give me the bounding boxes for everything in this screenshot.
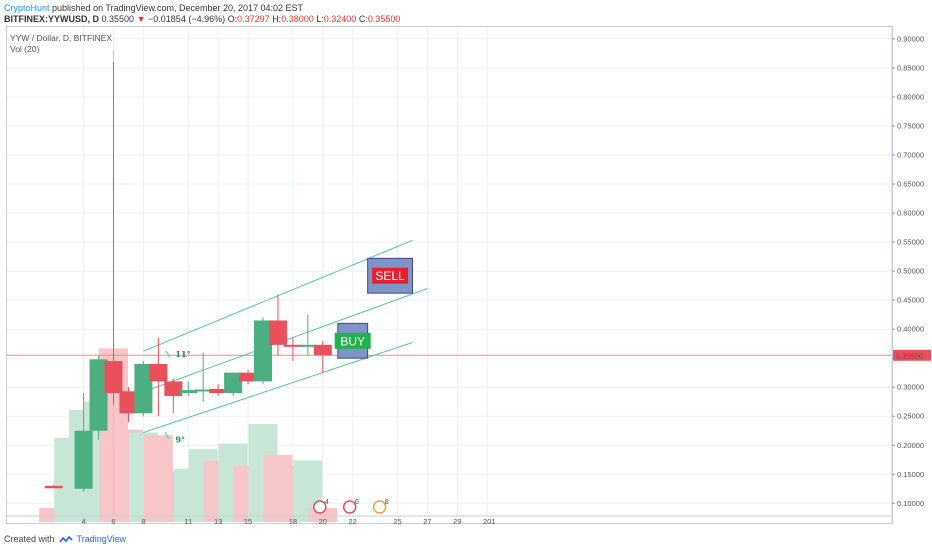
- event-marker-icon: [342, 500, 357, 514]
- event-count: 8: [385, 497, 389, 506]
- y-tick-label: 0.60000: [897, 209, 924, 218]
- candle-body: [134, 363, 153, 414]
- tradingview-logo-icon: [58, 535, 73, 542]
- y-tick-label: 0.15000: [897, 470, 924, 479]
- down-arrow-icon: ▼: [136, 14, 146, 24]
- angle-arc-lower: [164, 432, 170, 439]
- event-count: 4: [325, 497, 329, 506]
- candle-body: [209, 388, 228, 394]
- angle-arc-upper: [165, 350, 170, 358]
- x-tick-label: 20: [319, 517, 327, 526]
- buy-label: BUY: [340, 334, 365, 348]
- candle-body: [104, 361, 123, 394]
- candle-body: [179, 390, 198, 394]
- low-value: 0.32400: [323, 14, 357, 24]
- y-tick-label: 0.50000: [897, 267, 924, 276]
- y-tick-label: 0.90000: [897, 34, 924, 43]
- y-tick-label: 0.10000: [897, 499, 924, 508]
- event-count: 6: [355, 497, 359, 506]
- symbol-name: BITFINEX:YYWUSD, D: [4, 14, 100, 24]
- close-label: C:: [358, 14, 368, 24]
- price-change: −0.01854 (−4.96%): [148, 14, 226, 24]
- x-tick-label: 18: [289, 517, 297, 526]
- x-tick-label: 22: [349, 517, 357, 526]
- sell-label-bg: [372, 267, 409, 284]
- candle-body: [44, 485, 63, 489]
- x-tick-label: 6: [111, 517, 115, 526]
- y-tick-label: 0.30000: [897, 383, 924, 392]
- publish-info: CryptoHunt published on TradingView.com,…: [4, 3, 303, 13]
- y-tick-label: 0.75000: [897, 121, 924, 130]
- price-tag-bg: [893, 349, 931, 361]
- y-tick-label: 0.45000: [897, 296, 924, 305]
- x-tick-label: 8: [141, 517, 145, 526]
- x-tick-label: 15: [244, 517, 252, 526]
- x-tick-label: 13: [214, 517, 222, 526]
- last-price: 0.35500: [101, 14, 135, 24]
- legend-symbol: YYW / Dollar, D, BITFINEX: [10, 33, 113, 43]
- candle-body: [313, 344, 332, 356]
- legend-volume: Vol (20): [10, 44, 40, 54]
- high-value: 0.38000: [281, 14, 314, 24]
- y-tick-label: 0.55000: [897, 238, 924, 247]
- y-tick-label: 0.40000: [897, 325, 924, 334]
- open-value: 0.37297: [237, 14, 270, 24]
- candle-body: [149, 363, 168, 382]
- y-tick-label: 0.85000: [897, 63, 924, 72]
- candle-body: [254, 320, 272, 382]
- event-marker-icon: [372, 500, 387, 514]
- candle-body: [268, 320, 287, 345]
- x-tick-label: 27: [423, 517, 431, 526]
- published-text: published on TradingView.com, December 2…: [49, 3, 304, 13]
- buy-label-bg: [334, 332, 371, 349]
- candle-body: [298, 344, 317, 347]
- candle-body: [74, 430, 93, 489]
- candle-body: [239, 372, 258, 382]
- y-tick-label: 0.20000: [897, 441, 924, 450]
- angle-label-lower: 9°: [175, 434, 185, 444]
- candle-body: [164, 381, 183, 396]
- y-tick-label: 0.25000: [897, 412, 924, 421]
- x-tick-label: 11: [184, 517, 192, 526]
- x-tick-label: 25: [393, 517, 401, 526]
- ohlc-header: BITFINEX:YYWUSD, D 0.35500 ▼ −0.01854 (−…: [4, 14, 400, 24]
- y-tick-label: 0.65000: [897, 180, 924, 189]
- low-label: L:: [316, 14, 324, 24]
- created-with-text: Created with: [4, 534, 55, 544]
- x-tick-label: 4: [82, 517, 86, 526]
- price-tag-label: 0.35500: [896, 351, 923, 360]
- event-marker-icon: [313, 500, 327, 514]
- candle-body: [224, 372, 243, 394]
- angle-label-upper: 11°: [175, 349, 190, 359]
- x-tick-label: 29: [453, 517, 461, 526]
- author-link[interactable]: CryptoHunt: [4, 3, 50, 13]
- y-tick-label: 0.70000: [897, 151, 924, 160]
- x-tick-label: 201: [483, 517, 496, 526]
- close-value: 0.35500: [367, 14, 401, 24]
- footer: Created with TradingView: [4, 534, 126, 544]
- high-label: H:: [272, 14, 282, 24]
- candle-body: [283, 344, 302, 347]
- candle-body: [119, 391, 138, 414]
- candle-body: [89, 359, 108, 431]
- tradingview-brand[interactable]: TradingView: [76, 534, 127, 544]
- open-label: O:: [227, 14, 238, 24]
- y-tick-label: 0.80000: [897, 92, 924, 101]
- sell-label: SELL: [375, 269, 405, 283]
- chart-legend: YYW / Dollar, D, BITFINEX Vol (20): [10, 33, 112, 55]
- candle-body: [194, 389, 213, 392]
